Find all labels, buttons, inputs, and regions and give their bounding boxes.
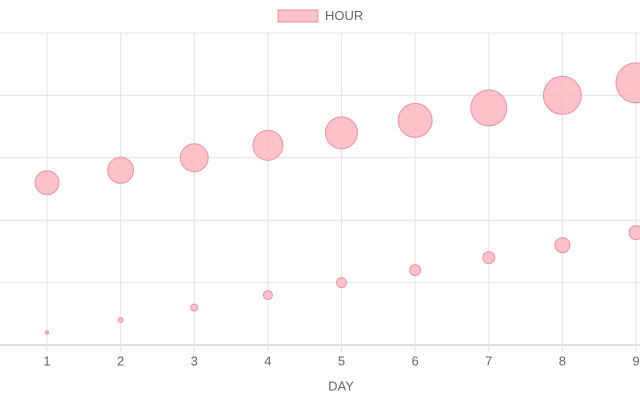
x-tick-label: 6 [412, 353, 419, 368]
bubble [542, 75, 582, 115]
bubble [117, 317, 124, 324]
x-tick-label: 4 [264, 353, 271, 368]
bubble [482, 251, 496, 265]
bubble [628, 225, 640, 241]
bubble [45, 330, 50, 335]
x-tick-label: 7 [485, 353, 492, 368]
x-tick-label: 1 [43, 353, 50, 368]
x-tick-label: 9 [632, 353, 639, 368]
bubble [470, 89, 508, 127]
x-tick-label: 8 [559, 353, 566, 368]
legend-swatch [277, 9, 319, 23]
bubble [615, 62, 640, 104]
bubble [409, 264, 422, 277]
bubble [554, 237, 571, 254]
x-tick-label: 3 [191, 353, 198, 368]
bubble [252, 129, 284, 161]
bubble [34, 170, 60, 196]
bubble [107, 156, 135, 184]
x-tick-label: 2 [117, 353, 124, 368]
x-tick-label: 5 [338, 353, 345, 368]
x-axis-label: DAY [328, 378, 354, 393]
bubble [325, 116, 359, 150]
bubble [179, 143, 209, 173]
bubble [397, 102, 433, 138]
bubble [336, 277, 348, 289]
bubble [262, 290, 273, 301]
legend-label: HOUR [325, 8, 363, 23]
bubble [190, 303, 199, 312]
